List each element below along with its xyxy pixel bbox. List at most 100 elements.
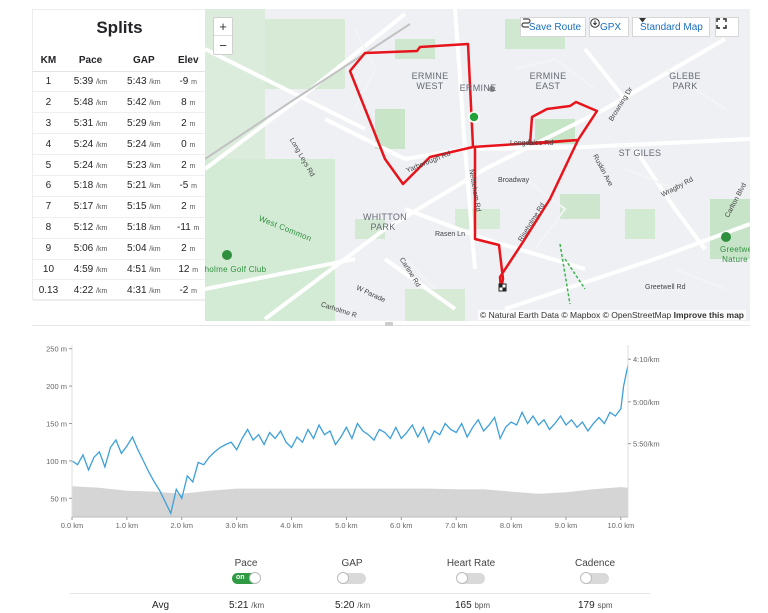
park-area	[625, 209, 655, 239]
split-elev-value: 0	[181, 138, 187, 150]
split-elev: 8 m	[170, 91, 206, 114]
split-km-value: 4	[45, 138, 52, 150]
split-row: 1 5:39 /km 5:43 /km -9 m	[33, 71, 206, 93]
split-pace-unit: /km	[96, 141, 108, 149]
fullscreen-button[interactable]	[715, 17, 739, 37]
split-pace-value: 5:48	[73, 96, 94, 108]
x-tick-label: 1.0 km	[116, 521, 139, 530]
x-tick-label: 0.0 km	[61, 521, 84, 530]
split-km: 3	[33, 112, 64, 135]
finish-flag-pattern	[499, 284, 506, 291]
split-gap: 5:04 /km	[117, 238, 171, 260]
map-attribution: © Natural Earth Data © Mapbox © OpenStre…	[477, 310, 746, 320]
split-pace-value: 5:06	[73, 243, 94, 255]
pace-line	[71, 365, 629, 516]
elevation-area-group	[72, 486, 628, 517]
split-km-value: 7	[45, 201, 52, 213]
split-row: 7 5:17 /km 5:15 /km 2 m	[33, 196, 206, 218]
split-pace: 5:24 /km	[63, 133, 118, 156]
toggle-gap[interactable]: GAP	[302, 558, 402, 584]
y-right-tick-label: 5:50/km	[633, 440, 660, 449]
park-area	[375, 109, 405, 149]
split-km: 0.13	[33, 279, 64, 302]
split-pace-unit: /km	[96, 183, 108, 191]
toggle-cadence[interactable]: Cadence	[545, 558, 645, 584]
split-row: 3 5:31 /km 5:29 /km 2 m	[33, 112, 206, 135]
avg-gap-unit: /km	[357, 601, 371, 610]
y-tick-label: 100 m	[46, 457, 67, 466]
split-pace-value: 5:24	[73, 138, 94, 150]
toggle-heart-rate-switch[interactable]	[456, 572, 485, 584]
split-elev-value: 2	[181, 117, 187, 129]
split-elev-unit: m	[189, 141, 196, 149]
split-pace: 4:22 /km	[63, 279, 118, 302]
toggle-cadence-switch[interactable]	[580, 572, 609, 584]
improve-map-link[interactable]: Improve this map	[673, 310, 744, 320]
avg-pace: 5:21 /km	[229, 600, 264, 611]
split-row: 9 5:06 /km 5:04 /km 2 m	[33, 238, 206, 260]
split-pace-unit: /km	[96, 225, 108, 233]
split-gap-unit: /km	[149, 162, 161, 170]
split-gap-unit: /km	[149, 78, 161, 86]
split-gap-unit: /km	[149, 141, 161, 149]
split-row: 2 5:48 /km 5:42 /km 8 m	[33, 91, 206, 114]
area-label-ermine-east: ERMINE EAST	[529, 71, 567, 91]
park-area	[265, 19, 345, 89]
road-label-greetwell-rd: Greetwell Rd	[645, 284, 686, 291]
split-gap-value: 5:29	[127, 117, 147, 129]
park-area	[455, 209, 500, 229]
area-label-whitton-park: WHITTON PARK	[363, 212, 407, 232]
resize-handle[interactable]	[385, 322, 393, 326]
map-style-select[interactable]: Standard Map	[632, 17, 710, 37]
elevation-pace-chart[interactable]: 0.0 km 1.0 km 2.0 km 3.0 km 4.0 km 5.0 km 6.0 …	[30, 335, 750, 535]
split-pace-value: 5:12	[73, 222, 94, 234]
split-gap: 4:31 /km	[117, 279, 171, 302]
split-pace-unit: /km	[96, 162, 108, 170]
avg-heart-rate-value: 165	[455, 600, 472, 611]
splits-header-row: KM Pace GAP Elev	[33, 50, 206, 72]
split-km: 5	[33, 154, 64, 176]
x-tick-label: 9.0 km	[555, 521, 578, 530]
split-pace-unit: /km	[96, 204, 108, 212]
split-km-value: 1	[45, 75, 52, 87]
split-gap-unit: /km	[149, 287, 161, 295]
split-pace-value: 5:24	[73, 159, 94, 171]
elevation-area	[72, 486, 628, 517]
split-pace: 5:12 /km	[63, 217, 118, 239]
column-header-gap: GAP	[117, 50, 171, 72]
avg-gap: 5:20 /km	[335, 600, 370, 611]
road-label-broadway: Broadway	[498, 177, 530, 184]
route-map[interactable]: ERMINE WEST ERMINE ERMINE EAST GLEBE PAR…	[205, 9, 750, 321]
zoom-out-button[interactable]: −	[219, 37, 227, 53]
toggle-heart-rate[interactable]: Heart Rate	[421, 558, 521, 584]
fullscreen-icon	[716, 18, 727, 29]
split-elev: -2 m	[170, 279, 206, 302]
x-tick-label: 8.0 km	[500, 521, 523, 530]
split-elev-value: -2	[179, 284, 189, 296]
zoom-controls: + −	[213, 17, 233, 55]
split-km-value: 10	[42, 263, 55, 275]
footpath	[564, 258, 586, 290]
split-gap: 4:51 /km	[117, 259, 171, 281]
toggle-pace-switch[interactable]: on	[232, 572, 261, 584]
toggle-gap-switch[interactable]	[337, 572, 366, 584]
railway	[205, 23, 411, 160]
split-pace-value: 4:59	[73, 263, 94, 275]
poi-marker	[489, 86, 495, 92]
zoom-in-button[interactable]: +	[214, 18, 232, 36]
gpx-download-button[interactable]: GPX	[589, 17, 629, 37]
toggle-gap-label: GAP	[341, 558, 363, 569]
split-km: 6	[33, 175, 64, 197]
area-label-golf-club: holme Golf Club	[205, 265, 267, 274]
park-area	[395, 39, 435, 59]
toggle-pace[interactable]: Pace on	[196, 558, 296, 584]
y-tick-label: 200 m	[46, 382, 67, 391]
split-gap-value: 5:23	[127, 159, 147, 171]
split-row: 4 5:24 /km 5:24 /km 0 m	[33, 133, 206, 156]
road-network	[205, 9, 750, 321]
start-marker	[468, 111, 480, 123]
split-gap-value: 5:04	[127, 243, 147, 255]
split-elev-value: 12	[178, 263, 190, 275]
save-route-button[interactable]: Save Route	[520, 17, 586, 37]
split-km: 10	[33, 259, 64, 281]
